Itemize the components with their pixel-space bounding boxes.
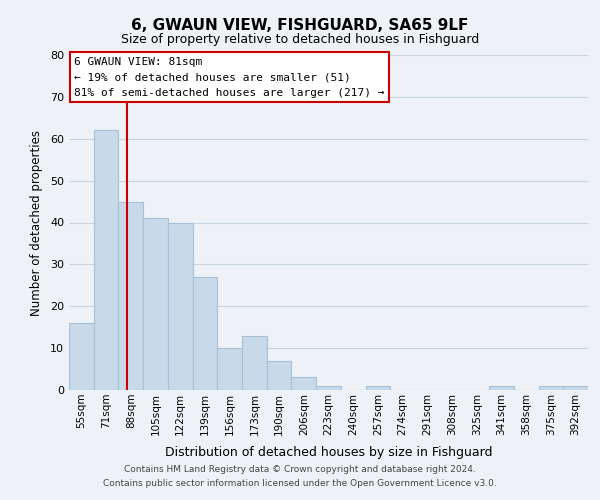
Bar [69,323,94,390]
Text: Size of property relative to detached houses in Fishguard: Size of property relative to detached ho… [121,32,479,46]
Text: 6 GWAUN VIEW: 81sqm
← 19% of detached houses are smaller (51)
81% of semi-detach: 6 GWAUN VIEW: 81sqm ← 19% of detached ho… [74,56,385,98]
Bar [489,386,514,390]
Bar [316,386,341,390]
Y-axis label: Number of detached properties: Number of detached properties [30,130,43,316]
Bar [118,202,143,390]
Bar [267,360,292,390]
Bar [365,386,390,390]
Bar [217,348,242,390]
Text: 6, GWAUN VIEW, FISHGUARD, SA65 9LF: 6, GWAUN VIEW, FISHGUARD, SA65 9LF [131,18,469,32]
Bar [143,218,168,390]
Bar [539,386,563,390]
Bar [168,222,193,390]
Bar [94,130,118,390]
Text: Contains HM Land Registry data © Crown copyright and database right 2024.
Contai: Contains HM Land Registry data © Crown c… [103,466,497,487]
Bar [563,386,588,390]
Bar [242,336,267,390]
Bar [292,378,316,390]
Bar [193,277,217,390]
X-axis label: Distribution of detached houses by size in Fishguard: Distribution of detached houses by size … [165,446,492,459]
